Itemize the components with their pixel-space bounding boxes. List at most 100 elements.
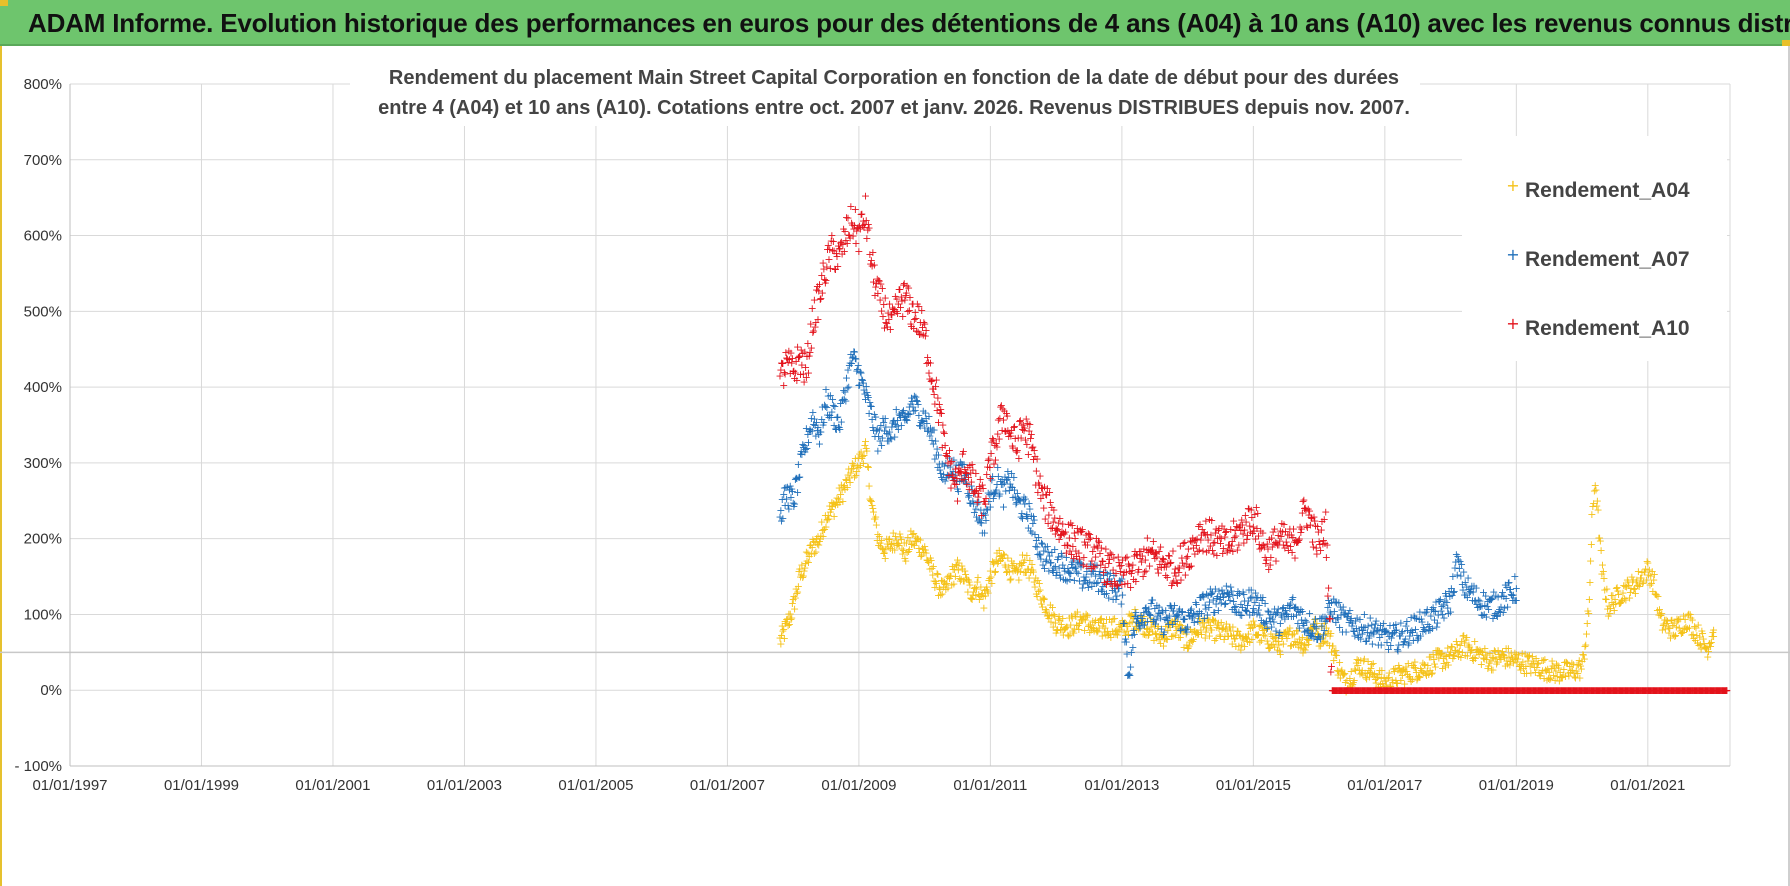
- data-point-rendement_a04: +: [1207, 623, 1216, 636]
- data-point-rendement_a04: +: [1558, 671, 1567, 684]
- data-point-rendement_a07: +: [799, 439, 808, 452]
- data-point-rendement_a04: +: [1496, 653, 1505, 666]
- data-point-rendement_a04: +: [1539, 654, 1548, 667]
- data-point-rendement_a04: +: [805, 550, 814, 563]
- data-point-rendement_a04: +: [1199, 621, 1208, 634]
- data-point-rendement_a04: +: [1181, 622, 1190, 635]
- data-point-rendement_a04: +: [995, 550, 1004, 563]
- data-point-rendement_a04: +: [1376, 678, 1385, 691]
- data-point-rendement_a04: +: [1480, 642, 1489, 655]
- data-point-rendement_a04: +: [1383, 681, 1392, 694]
- data-point-rendement_a04: +: [1100, 626, 1109, 639]
- data-point-rendement_a04: +: [1563, 657, 1572, 670]
- data-point-rendement_a04: +: [1185, 636, 1194, 649]
- data-point-rendement_a04: +: [1070, 623, 1079, 636]
- data-point-rendement_a04: +: [1518, 647, 1527, 660]
- data-point-rendement_a04: +: [1218, 622, 1227, 635]
- data-point-rendement_a04: +: [1238, 630, 1247, 643]
- data-point-rendement_a04: +: [1520, 667, 1529, 680]
- data-point-rendement_a04: +: [1270, 641, 1279, 654]
- data-point-rendement_a04: +: [1191, 628, 1200, 641]
- data-point-rendement_a07: +: [775, 510, 784, 523]
- data-point-rendement_a04: +: [1399, 663, 1408, 676]
- data-point-rendement_a04: +: [1340, 667, 1349, 680]
- data-point-rendement_a04: +: [943, 581, 952, 594]
- data-point-rendement_a04: +: [1312, 617, 1321, 630]
- data-point-rendement_a04: +: [1664, 621, 1673, 634]
- data-point-rendement_a04: +: [900, 552, 909, 565]
- data-point-rendement_a04: +: [1241, 630, 1250, 643]
- data-point-rendement_a04: +: [1454, 650, 1463, 663]
- data-point-rendement_a04: +: [1404, 670, 1413, 683]
- data-point-rendement_a04: +: [1149, 634, 1158, 647]
- data-point-rendement_a04: +: [1523, 654, 1532, 667]
- data-point-rendement_a04: +: [1118, 614, 1127, 627]
- data-point-rendement_a04: +: [1696, 642, 1705, 655]
- data-point-rendement_a04: +: [1607, 589, 1616, 602]
- data-point-rendement_a04: +: [902, 546, 911, 559]
- data-point-rendement_a04: +: [1195, 612, 1204, 625]
- data-point-rendement_a04: +: [1264, 641, 1273, 654]
- data-point-rendement_a04: +: [987, 577, 996, 590]
- data-point-rendement_a04: +: [1081, 607, 1090, 620]
- data-point-rendement_a04: +: [1087, 624, 1096, 637]
- y-tick-label: 700%: [24, 152, 62, 169]
- data-point-rendement_a04: +: [1193, 628, 1202, 641]
- data-point-rendement_a04: +: [832, 491, 841, 504]
- data-point-rendement_a04: +: [887, 537, 896, 550]
- data-point-rendement_a04: +: [1394, 659, 1403, 672]
- data-point-rendement_a04: +: [778, 619, 787, 632]
- data-point-rendement_a07: +: [810, 412, 819, 425]
- data-point-rendement_a07: +: [1128, 641, 1137, 654]
- data-point-rendement_a04: +: [1678, 626, 1687, 639]
- data-point-rendement_a04: +: [1046, 599, 1055, 612]
- data-point-rendement_a04: +: [1300, 638, 1309, 651]
- data-point-rendement_a04: +: [1014, 564, 1023, 577]
- data-point-rendement_a04: +: [976, 581, 985, 594]
- data-point-rendement_a04: +: [1122, 618, 1131, 631]
- data-point-rendement_a07: +: [810, 419, 819, 432]
- data-point-rendement_a04: +: [1601, 593, 1610, 606]
- data-point-rendement_a04: +: [1499, 648, 1508, 661]
- data-point-rendement_a04: +: [1307, 623, 1316, 636]
- data-point-rendement_a04: +: [863, 460, 872, 473]
- data-point-rendement_a04: +: [1635, 577, 1644, 590]
- data-point-rendement_a04: +: [1446, 646, 1455, 659]
- data-point-rendement_a04: +: [1584, 607, 1593, 620]
- data-point-rendement_a04: +: [962, 573, 971, 586]
- data-point-rendement_a07: +: [846, 348, 855, 361]
- data-point-rendement_a04: +: [1145, 625, 1154, 638]
- data-point-rendement_a04: +: [847, 463, 856, 476]
- data-point-rendement_a04: +: [1326, 627, 1335, 640]
- data-point-rendement_a04: +: [1201, 632, 1210, 645]
- data-point-rendement_a04: +: [1195, 616, 1204, 629]
- data-point-rendement_a04: +: [1484, 659, 1493, 672]
- data-point-rendement_a04: +: [790, 602, 799, 615]
- data-point-rendement_a04: +: [1604, 599, 1613, 612]
- data-point-rendement_a04: +: [802, 545, 811, 558]
- data-point-rendement_a04: +: [1089, 622, 1098, 635]
- data-point-rendement_a07: +: [820, 398, 829, 411]
- data-point-rendement_a04: +: [1678, 626, 1687, 639]
- data-point-rendement_a07: +: [817, 413, 826, 426]
- data-point-rendement_a04: +: [1068, 624, 1077, 637]
- title-banner: ADAM Informe. Evolution historique des p…: [0, 0, 1790, 46]
- data-point-rendement_a04: +: [1194, 628, 1203, 641]
- data-point-rendement_a04: +: [1699, 633, 1708, 646]
- data-point-rendement_a04: +: [776, 637, 785, 650]
- data-point-rendement_a04: +: [1542, 673, 1551, 686]
- data-point-rendement_a04: +: [1244, 618, 1253, 631]
- data-point-rendement_a04: +: [1438, 662, 1447, 675]
- data-point-rendement_a04: +: [1605, 607, 1614, 620]
- data-point-rendement_a04: +: [1237, 639, 1246, 652]
- data-point-rendement_a04: +: [855, 448, 864, 461]
- data-point-rendement_a04: +: [1287, 639, 1296, 652]
- data-point-rendement_a04: +: [1345, 672, 1354, 685]
- data-point-rendement_a04: +: [1384, 671, 1393, 684]
- data-point-rendement_a04: +: [1070, 608, 1079, 621]
- data-point-rendement_a04: +: [1504, 650, 1513, 663]
- data-point-rendement_a04: +: [1041, 606, 1050, 619]
- data-point-rendement_a04: +: [1392, 676, 1401, 689]
- data-point-rendement_a04: +: [1706, 640, 1715, 653]
- data-point-rendement_a07: +: [788, 485, 797, 498]
